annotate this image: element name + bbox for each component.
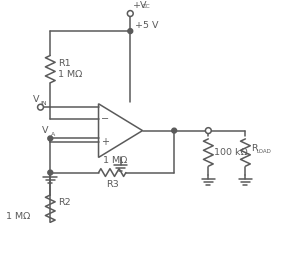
Text: 1 MΩ: 1 MΩ	[103, 156, 127, 165]
Text: R1: R1	[58, 59, 71, 68]
Text: V: V	[33, 95, 39, 104]
Text: LOAD: LOAD	[256, 149, 271, 154]
Text: A: A	[51, 133, 55, 138]
Text: +: +	[101, 138, 109, 147]
Circle shape	[48, 170, 53, 175]
Circle shape	[205, 128, 211, 134]
Text: 1 MΩ: 1 MΩ	[7, 212, 31, 221]
Text: R2: R2	[58, 198, 71, 207]
Text: CC: CC	[142, 4, 151, 9]
Text: R3: R3	[106, 180, 119, 189]
Circle shape	[172, 128, 177, 133]
Circle shape	[127, 11, 133, 16]
Circle shape	[38, 104, 44, 110]
Text: V: V	[42, 126, 48, 136]
Text: 1 MΩ: 1 MΩ	[58, 70, 82, 79]
Text: +V: +V	[133, 1, 148, 10]
Text: R: R	[251, 144, 258, 153]
Text: 100 kΩ: 100 kΩ	[214, 148, 248, 157]
Text: −: −	[101, 114, 110, 124]
Text: IN: IN	[40, 101, 47, 106]
Circle shape	[128, 29, 133, 34]
Circle shape	[48, 136, 53, 141]
Text: +5 V: +5 V	[135, 21, 159, 30]
